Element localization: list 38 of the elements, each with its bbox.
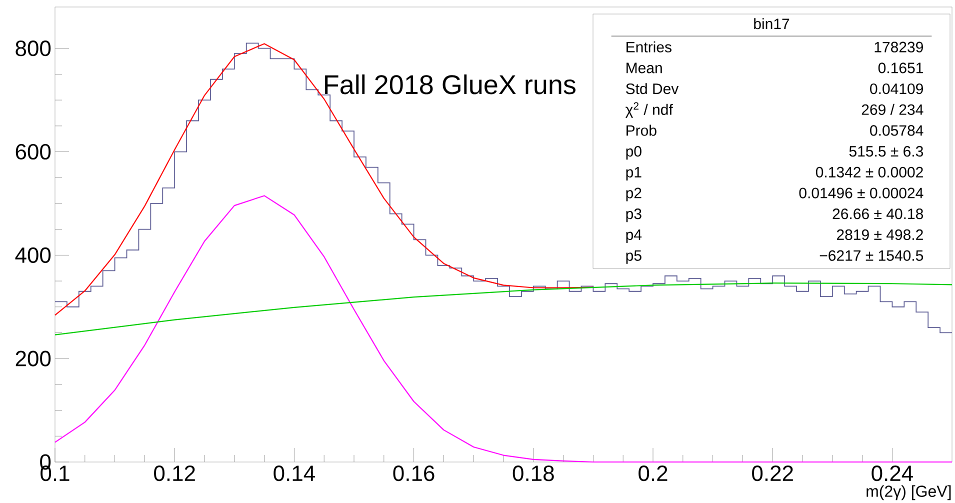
annotation: 0.04109 [870,83,923,94]
x-tick-label: 0.18 [512,466,554,482]
x-tick-label: 0.24 [872,466,913,482]
x-tick-label: 0.2 [638,466,668,482]
x-tick-label: 0.22 [752,466,793,482]
x-axis-title: m(2γ) [GeV] [866,485,951,500]
y-tick-label: 600 [16,144,51,160]
annotation: 0.01496 ± 0.00024 [799,188,924,198]
annotation: p3 [626,208,642,222]
y-tick-label: 200 [16,350,51,366]
annotation: p1 [626,167,642,180]
annotation: Prob [626,124,656,136]
annotation: 0.1342 ± 0.0002 [816,166,923,178]
annotation: Entries [626,41,672,52]
annotation: Mean [626,62,662,74]
line-series [54,282,953,336]
line-series [54,43,594,316]
annotation: 178239 [874,42,923,52]
annotation: p4 [626,230,642,243]
annotation: −6217 ± 1540.5 [820,250,924,261]
x-tick-label: 0.12 [154,466,195,482]
annotation: Fall 2018 GlueX runs [325,74,576,94]
annotation: p5 [626,250,642,264]
annotation: 26.66 ± 40.18 [832,208,924,220]
annotation: p0 [626,146,642,160]
annotation: 0.05784 [870,125,924,136]
y-tick-label: 800 [16,40,51,56]
annotation: 269 / 234 [862,104,924,115]
annotation: 0.1651 [878,62,923,74]
annotation: χ$^{2}$ / ndf [625,102,673,118]
annotation: Std Dev [626,83,679,94]
x-tick-label: 0.14 [274,466,315,482]
x-tick-label: 0.16 [393,466,434,482]
y-tick-label: 400 [15,247,51,263]
annotation: 515.5 ± 6.3 [849,146,924,157]
annotation: bin17 [754,18,790,30]
annotation: p2 [626,188,642,202]
annotation: 2819 ± 498.2 [836,229,923,240]
